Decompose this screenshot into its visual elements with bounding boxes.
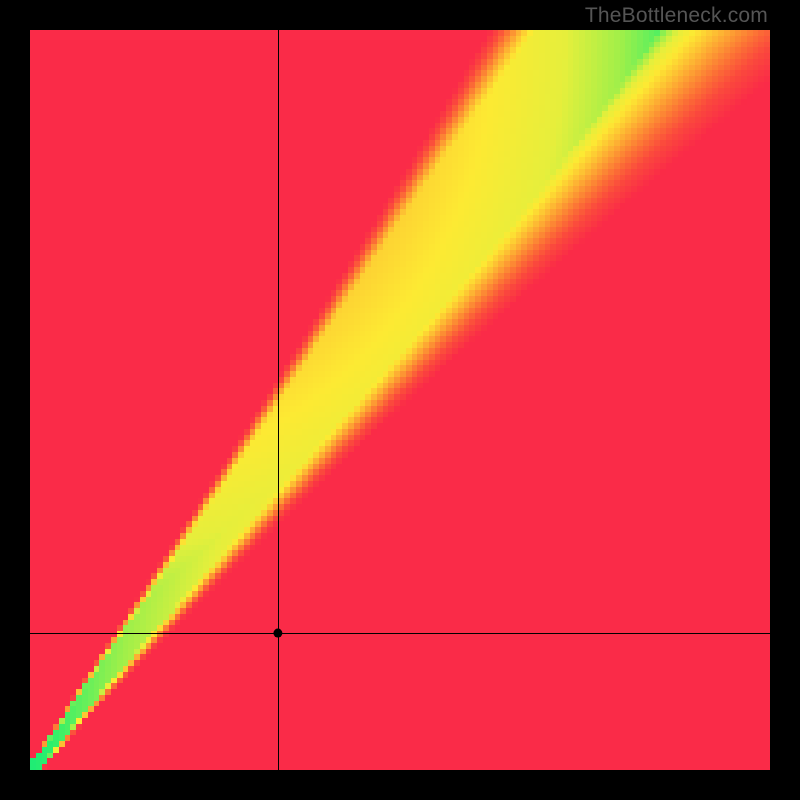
chart-container: TheBottleneck.com (0, 0, 800, 800)
watermark-text: TheBottleneck.com (585, 4, 768, 28)
bottleneck-heatmap (30, 30, 770, 770)
